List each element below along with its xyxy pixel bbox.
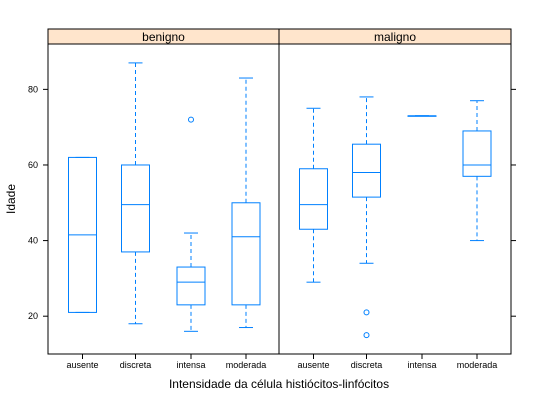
x-tick-label: ausente xyxy=(66,360,98,370)
panel-frame-maligno xyxy=(278,43,512,355)
panel-strip-maligno xyxy=(278,28,512,45)
box-maligno-moderada xyxy=(462,100,492,242)
panel-strips: benigno maligno xyxy=(47,28,512,45)
box-maligno-intensa xyxy=(407,115,437,117)
box-body xyxy=(231,202,261,306)
box-benigno-moderada xyxy=(231,77,261,329)
box-benigno-discreta xyxy=(121,62,150,325)
x-tick-label: moderada xyxy=(226,360,267,370)
axis-layer: ausente discreta intensa moderada ausente dis… xyxy=(28,84,516,370)
x-tick-label: discreta xyxy=(120,360,152,370)
x-tick-label: discreta xyxy=(351,360,383,370)
y-tick-label: 80 xyxy=(28,84,38,94)
x-axis-title: Intensidade da célula histiócitos-linfóc… xyxy=(169,377,389,391)
box-layer xyxy=(68,62,492,339)
outlier-point xyxy=(363,332,370,339)
x-tick-label: moderada xyxy=(457,360,498,370)
outlier-point xyxy=(363,309,370,316)
box-body xyxy=(462,130,492,177)
panel-frame-benigno xyxy=(47,43,280,355)
box-body xyxy=(299,168,328,230)
x-tick-label: intensa xyxy=(176,360,205,370)
y-tick-label: 20 xyxy=(28,311,38,321)
panel-strip-label: maligno xyxy=(374,30,416,44)
box-body xyxy=(352,143,381,198)
box-body xyxy=(176,266,206,306)
panel-strip-label: benigno xyxy=(142,30,185,44)
box-benigno-ausente xyxy=(68,156,97,313)
box-benigno-intensa xyxy=(176,116,206,332)
y-tick-label: 40 xyxy=(28,236,38,246)
x-tick-label: intensa xyxy=(407,360,436,370)
y-axis-title: Idade xyxy=(4,184,18,214)
outlier-point xyxy=(188,116,194,123)
x-tick-label: ausente xyxy=(297,360,329,370)
box-maligno-discreta xyxy=(352,96,381,339)
panel-frames xyxy=(47,43,512,355)
box-body xyxy=(121,164,150,253)
y-tick-label: 60 xyxy=(28,160,38,170)
box-maligno-ausente xyxy=(299,107,328,283)
